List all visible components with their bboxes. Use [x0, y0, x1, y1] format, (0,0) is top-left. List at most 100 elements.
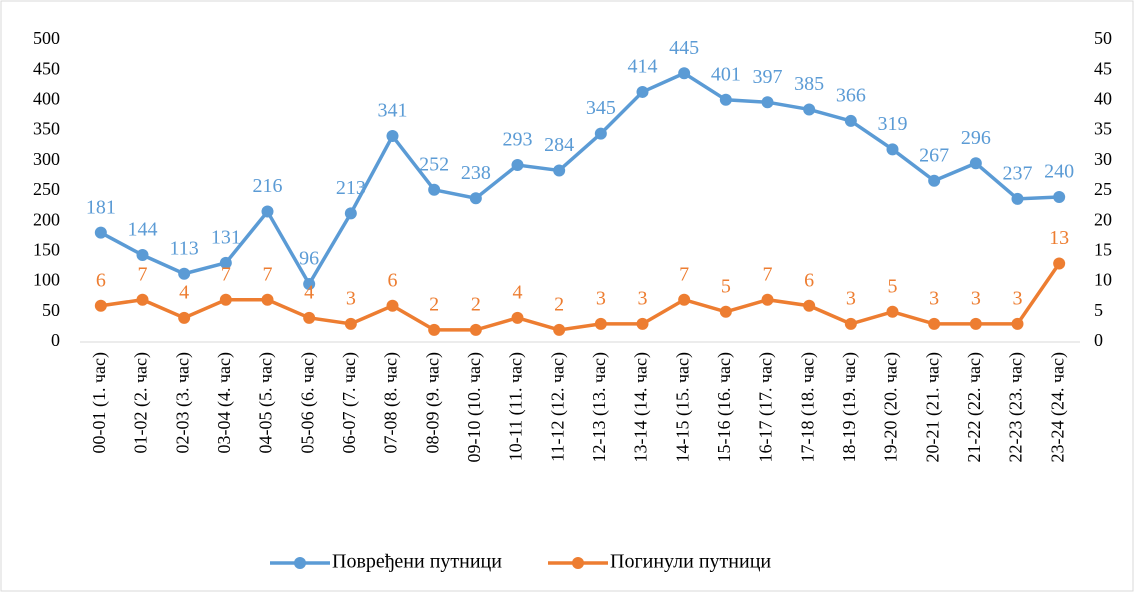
x-tick-label: 21-22 (22. час) [964, 352, 985, 463]
data-label: 96 [299, 248, 319, 270]
y-tick-label: 300 [33, 149, 60, 169]
data-label: 284 [544, 134, 574, 156]
y2-tick-label: 20 [1094, 209, 1112, 229]
point [428, 323, 441, 336]
point [178, 311, 191, 324]
y-tick-label: 50 [42, 300, 60, 320]
data-label: 238 [461, 162, 491, 184]
data-label: 144 [128, 219, 158, 241]
x-tick-label: 06-07 (7. час) [339, 352, 360, 454]
point [886, 143, 899, 156]
y-tick-label: 200 [33, 209, 60, 229]
point [469, 192, 482, 205]
point [469, 323, 482, 336]
point [803, 299, 816, 312]
data-label: 385 [794, 73, 824, 95]
point [844, 114, 857, 127]
point [761, 96, 774, 109]
data-label: 397 [753, 66, 783, 88]
x-tick-label: 00-01 (1. час) [89, 352, 110, 454]
data-label: 319 [878, 113, 908, 135]
x-tick-label: 19-20 (20. час) [881, 352, 902, 463]
data-label: 3 [1013, 287, 1023, 309]
data-label: 6 [804, 269, 814, 291]
y-tick-label: 500 [33, 28, 60, 48]
point [553, 323, 566, 336]
point [428, 183, 441, 196]
point [803, 103, 816, 116]
point [261, 293, 274, 306]
data-label: 6 [388, 269, 398, 291]
point [636, 85, 649, 98]
point [1053, 191, 1066, 204]
point [344, 317, 357, 330]
data-label: 341 [378, 100, 408, 122]
data-label: 240 [1044, 161, 1074, 183]
point [94, 226, 107, 239]
y2-tick-label: 45 [1094, 58, 1112, 78]
point [719, 93, 732, 106]
y2-tick-label: 5 [1094, 300, 1103, 320]
x-tick-label: 14-15 (15. час) [672, 352, 693, 463]
point [386, 299, 399, 312]
data-label: 2 [429, 294, 439, 316]
point [844, 317, 857, 330]
x-tick-label: 03-04 (4. час) [214, 352, 235, 454]
data-label: 4 [304, 281, 314, 303]
data-label: 113 [170, 237, 199, 259]
y-tick-label: 400 [33, 89, 60, 109]
data-label: 13 [1049, 227, 1069, 249]
x-tick-label: 10-11 (11. час) [506, 352, 527, 461]
data-label: 267 [919, 144, 949, 166]
y-tick-label: 100 [33, 270, 60, 290]
point [678, 293, 691, 306]
x-tick-label: 01-02 (2. час) [131, 352, 152, 454]
x-tick-label: 02-03 (3. час) [172, 352, 193, 454]
y-tick-label: 450 [33, 58, 60, 78]
series-line [100, 262, 1061, 332]
x-tick-label: 09-10 (10. час) [464, 352, 485, 463]
data-label: 2 [554, 294, 564, 316]
x-tick-label: 16-17 (17. час) [756, 352, 777, 463]
x-tick-label: 11-12 (12. час) [547, 352, 568, 462]
y2-tick-label: 10 [1094, 270, 1112, 290]
x-tick-label: 04-05 (5. час) [256, 352, 277, 454]
data-label: 3 [596, 287, 606, 309]
data-label: 5 [721, 275, 731, 297]
x-tick-label: 23-24 (24. час) [1047, 352, 1068, 463]
point [969, 317, 982, 330]
data-label: 7 [763, 263, 773, 285]
y2-tick-label: 35 [1094, 119, 1112, 139]
x-tick-label: 20-21 (21. час) [922, 352, 943, 463]
point [136, 249, 149, 262]
y2-tick-label: 30 [1094, 149, 1112, 169]
data-label: 345 [586, 97, 616, 119]
point [178, 267, 191, 280]
point [344, 207, 357, 220]
data-label: 296 [961, 127, 991, 149]
point [94, 299, 107, 312]
data-label: 5 [888, 275, 898, 297]
point [261, 205, 274, 218]
data-label: 237 [1003, 162, 1033, 184]
data-label: 4 [513, 281, 523, 303]
x-tick-label: 12-13 (13. час) [589, 352, 610, 463]
data-label: 3 [971, 287, 981, 309]
data-label: 3 [929, 287, 939, 309]
data-label: 131 [211, 226, 241, 248]
point [719, 305, 732, 318]
data-label: 401 [711, 63, 741, 85]
point [928, 317, 941, 330]
y2-tick-label: 40 [1094, 89, 1112, 109]
x-tick-label: 22-23 (23. час) [1006, 352, 1027, 463]
point [594, 317, 607, 330]
x-tick-label: 05-06 (6. час) [297, 352, 318, 454]
y2-tick-label: 0 [1094, 330, 1103, 350]
legend-marker [294, 557, 306, 569]
point [928, 174, 941, 187]
x-tick-label: 13-14 (14. час) [631, 352, 652, 463]
series-line [100, 71, 1060, 288]
y2-tick-label: 50 [1094, 28, 1112, 48]
